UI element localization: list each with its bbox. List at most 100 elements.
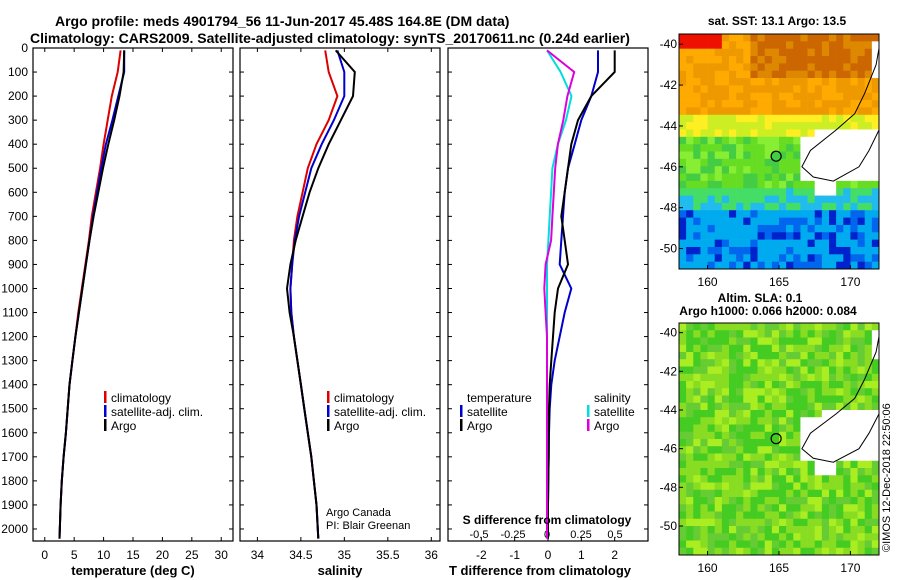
- map-cell: [864, 202, 873, 211]
- map-cell: [786, 85, 794, 94]
- map-cell: [807, 439, 816, 447]
- map-cell: [857, 504, 866, 512]
- x-tick-label: 2: [611, 548, 618, 562]
- map-cell: [686, 261, 694, 270]
- map-cell: [814, 410, 823, 418]
- map-cell: [729, 129, 737, 138]
- map-cell: [679, 381, 687, 389]
- map-cell: [750, 344, 758, 353]
- map-cell: [807, 210, 816, 218]
- map-cell: [850, 417, 858, 425]
- map-cell: [786, 217, 794, 226]
- map-cell: [779, 511, 787, 520]
- map-cell: [679, 70, 687, 79]
- map-cell: [707, 489, 716, 498]
- map-cell: [721, 166, 730, 174]
- map-cell: [721, 85, 730, 94]
- temperature-xlabel: temperature (deg C): [71, 563, 195, 578]
- map-y-tick-label: -48: [660, 201, 678, 215]
- map-cell: [714, 381, 723, 389]
- map-cell: [843, 100, 851, 108]
- map-cell: [707, 254, 716, 262]
- map-cell: [743, 410, 751, 418]
- map-cell: [679, 202, 687, 211]
- map-cell: [743, 344, 751, 353]
- map-cell: [707, 195, 716, 204]
- map-cell: [757, 417, 766, 425]
- map-cell: [750, 547, 758, 556]
- map-cell: [714, 173, 723, 182]
- map-cell: [750, 352, 758, 360]
- map-cell: [764, 489, 773, 498]
- map-cell: [736, 417, 744, 425]
- map-cell: [679, 446, 687, 454]
- map-cell: [736, 468, 744, 476]
- map-cell: [700, 254, 708, 262]
- map-cell: [814, 540, 823, 549]
- map-cell: [779, 151, 787, 160]
- map-cell: [679, 460, 687, 469]
- map-cell: [800, 63, 808, 72]
- map-cell: [850, 359, 858, 367]
- map-cell: [693, 518, 701, 527]
- map-cell: [857, 518, 866, 527]
- map-cell: [857, 78, 866, 86]
- map-cell: [800, 359, 808, 367]
- map-cell: [786, 158, 794, 167]
- map-cell: [800, 195, 808, 204]
- map-cell: [800, 166, 808, 174]
- map-cell: [714, 439, 723, 447]
- map-cell: [850, 323, 858, 331]
- map-cell: [707, 107, 716, 116]
- map-cell: [779, 547, 787, 556]
- map-cell: [836, 526, 844, 534]
- map-cell: [864, 482, 873, 491]
- map-cell: [779, 359, 787, 367]
- map-cell: [743, 330, 751, 338]
- map-cell: [871, 540, 880, 549]
- map-cell: [729, 41, 737, 49]
- map-cell: [821, 41, 830, 49]
- map-cell: [714, 195, 723, 204]
- map-cell: [864, 439, 873, 447]
- map-cell: [857, 202, 866, 211]
- map-cell: [850, 410, 858, 418]
- map-cell: [707, 224, 716, 233]
- map-cell: [850, 330, 858, 338]
- map-cell: [764, 136, 773, 145]
- map-x-tick-label: 170: [840, 561, 860, 575]
- map-cell: [736, 246, 744, 255]
- map-cell: [779, 344, 787, 353]
- map-cell: [679, 323, 687, 331]
- map-cell: [729, 373, 737, 382]
- map-cell: [871, 56, 880, 64]
- map-cell: [800, 547, 808, 556]
- depth-tick-label: 1400: [1, 378, 28, 392]
- map-cell: [721, 352, 730, 360]
- map-cell: [843, 92, 851, 101]
- map-cell: [864, 388, 873, 396]
- map-cell: [736, 166, 744, 174]
- map-cell: [750, 56, 758, 64]
- map-cell: [814, 424, 823, 433]
- map-cell: [771, 352, 780, 360]
- map-cell: [743, 417, 751, 425]
- map-cell: [814, 504, 823, 512]
- map-cell: [707, 446, 716, 454]
- map-cell: [729, 107, 737, 116]
- map-cell: [693, 254, 701, 262]
- map-cell: [829, 381, 837, 389]
- map-cell: [686, 144, 694, 152]
- map-cell: [793, 173, 801, 182]
- sst-map: 160 165 170-40-42-44-46-48-50: [660, 34, 880, 289]
- sla-map-subtitle: Argo h1000: 0.066 h2000: 0.084: [679, 304, 857, 318]
- map-cell: [714, 460, 723, 469]
- map-cell: [843, 330, 851, 338]
- map-cell: [821, 151, 830, 160]
- map-cell: [679, 180, 687, 189]
- map-cell: [771, 439, 780, 447]
- map-cell: [771, 195, 780, 204]
- map-cell: [757, 158, 766, 167]
- map-cell: [821, 224, 830, 233]
- map-cell: [814, 475, 823, 483]
